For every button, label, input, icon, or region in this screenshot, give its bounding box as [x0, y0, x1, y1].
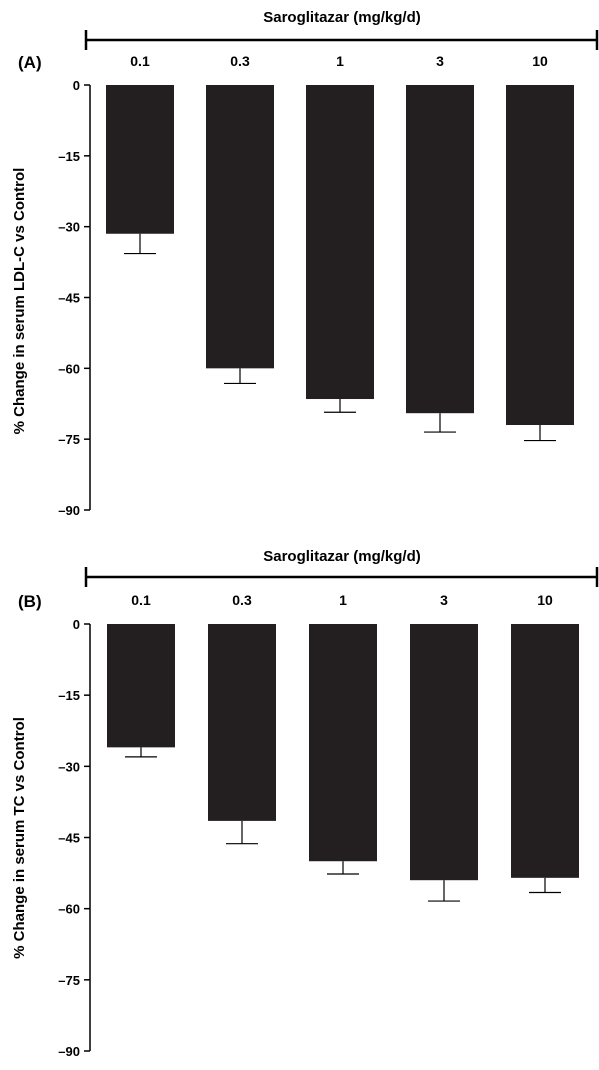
bar: [511, 624, 579, 878]
bar: [206, 85, 274, 369]
y-tick-label: –45: [58, 291, 80, 306]
y-tick-label: –15: [58, 688, 80, 703]
chart-b-svg: Saroglitazar (mg/kg/d) (B) % Change in s…: [11, 548, 599, 1059]
bar: [410, 624, 478, 881]
y-tick-label: –90: [58, 1044, 80, 1059]
bar: [106, 85, 174, 234]
category-label: 0.1: [131, 592, 151, 608]
top-axis-title: Saroglitazar (mg/kg/d): [263, 548, 421, 565]
bar: [107, 624, 175, 748]
y-tick-label: –15: [58, 149, 80, 164]
y-tick-label: –75: [58, 973, 80, 988]
y-tick-label: –60: [58, 361, 80, 376]
category-label: 1: [339, 592, 347, 608]
y-tick-label: –90: [58, 503, 80, 518]
panel-label: (A): [18, 53, 42, 72]
top-axis-title: Saroglitazar (mg/kg/d): [263, 9, 421, 26]
category-label: 3: [436, 53, 444, 69]
y-tick-label: –45: [58, 831, 80, 846]
bar: [306, 85, 374, 400]
y-tick-label: –60: [58, 902, 80, 917]
y-axis-label: % Change in serum LDL-C vs Control: [11, 168, 28, 435]
chart-panel-a: Saroglitazar (mg/kg/d) (A) % Change in s…: [11, 9, 599, 518]
chart-a-plot: 0 –15 –30 –45 –60 –75 –90 0.1 0.3 1 3 10: [58, 53, 574, 518]
panel-label: (B): [18, 592, 42, 611]
category-label: 0.1: [130, 53, 150, 69]
category-label: 1: [336, 53, 344, 69]
category-label: 0.3: [230, 53, 250, 69]
category-label: 0.3: [232, 592, 252, 608]
bar: [309, 624, 377, 862]
y-tick-label: –75: [58, 432, 80, 447]
bar: [406, 85, 474, 414]
category-label: 3: [440, 592, 448, 608]
chart-panel-b: Saroglitazar (mg/kg/d) (B) % Change in s…: [0, 535, 599, 1070]
y-axis-label: % Change in serum TC vs Control: [11, 717, 28, 959]
chart-b-plot: 0 –15 –30 –45 –60 –75 –90 0.1 0.3 1 3 10: [58, 592, 579, 1059]
category-label: 10: [537, 592, 553, 608]
y-tick-label: 0: [73, 78, 80, 93]
chart-a-svg: Saroglitazar (mg/kg/d) (A) % Change in s…: [11, 9, 599, 518]
bar: [208, 624, 276, 821]
y-tick-label: –30: [58, 759, 80, 774]
bar: [506, 85, 574, 425]
y-tick-label: 0: [73, 617, 80, 632]
y-tick-label: –30: [58, 220, 80, 235]
category-label: 10: [532, 53, 548, 69]
